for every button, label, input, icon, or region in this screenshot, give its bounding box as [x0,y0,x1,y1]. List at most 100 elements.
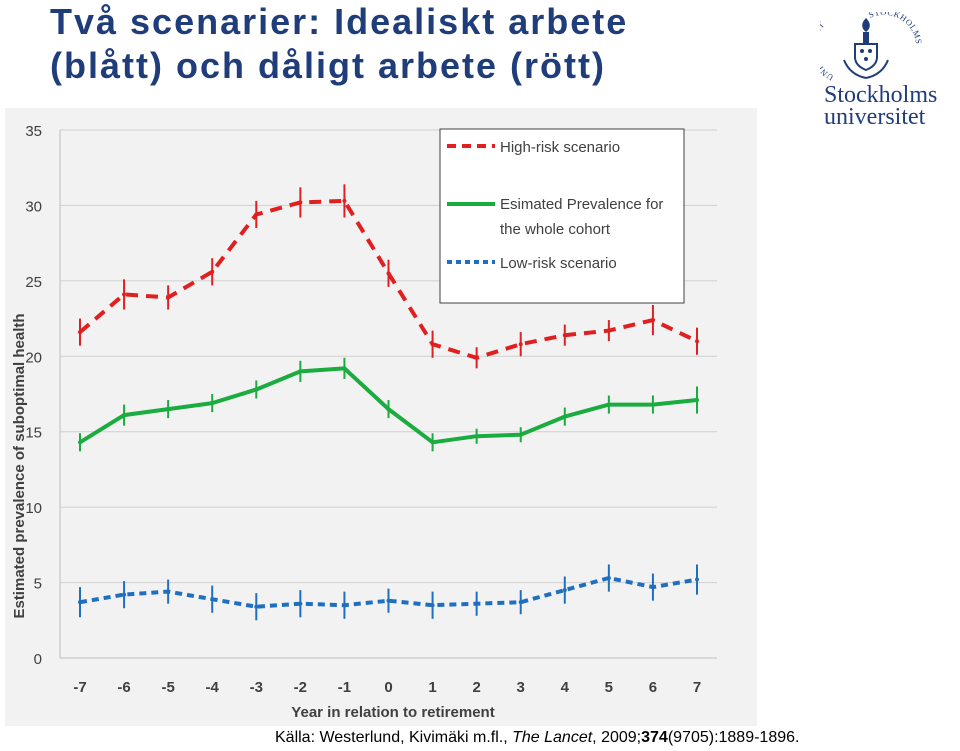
data-point [606,328,611,333]
y-tick-label: 15 [25,425,42,442]
series-2 [78,564,699,621]
data-point [386,598,391,603]
data-point [342,603,347,608]
legend-label-high-risk: High-risk scenario [500,139,620,156]
data-point [298,369,303,374]
y-tick-label: 5 [34,576,42,593]
data-point [166,407,171,412]
y-tick-label: 10 [25,500,42,517]
data-point [474,355,479,360]
svg-text:UNIVERSITET: UNIVERSITET [820,19,835,82]
data-point [254,604,259,609]
source-journal: The Lancet [512,729,593,746]
source-citation: Källa: Westerlund, Kivimäki m.fl., The L… [275,729,799,747]
data-point [122,292,127,297]
x-tick-label: -5 [161,679,174,696]
x-tick-label: -2 [294,679,307,696]
data-point [562,588,567,593]
x-tick-label: -6 [117,679,130,696]
data-point [430,440,435,445]
series-0 [78,184,699,369]
data-point [210,597,215,602]
y-axis-label: Estimated prevalence of suboptimal healt… [11,313,28,618]
data-point [166,295,171,300]
series-1 [78,357,699,452]
data-point [122,592,127,597]
seal-text-left: UNIVERSITET [808,19,835,83]
data-point [695,577,699,582]
data-point [210,401,215,406]
chart-area: 0 5 10 15 20 25 30 35 -7 -6 -5 -4 -3 -2 -1 0 1 2 3 4 5 6 7 Yea… [5,108,757,726]
y-tick-label: 30 [25,198,42,215]
data-point [474,601,479,606]
data-point [474,434,479,439]
y-tick-label: 25 [25,274,42,291]
x-tick-label: 5 [605,679,613,696]
x-tick-label: 0 [384,679,392,696]
data-point [166,589,171,594]
x-tick-label: 3 [517,679,525,696]
y-tick-label: 0 [34,651,42,668]
data-point [518,600,523,605]
legend-label-whole-cohort-line-1: Esimated Prevalence for [500,196,663,213]
source-issue-pages: (9705):1889-1896. [667,729,800,746]
data-point [562,333,567,338]
slide-title: Två scenarier: Idealiskt arbete (blått) … [50,0,810,88]
data-point [562,414,567,419]
data-point [695,398,699,403]
series-line [79,576,698,609]
chart-legend: High-risk scenario Esimated Prevalence f… [439,128,685,304]
data-point [650,318,655,323]
data-point [78,330,82,335]
slide-title-line-1: Två scenarier: Idealiskt arbete [50,1,629,42]
legend-label-low-risk: Low-risk scenario [500,255,617,272]
data-point [122,413,127,418]
y-tick-label: 35 [25,123,42,140]
x-tick-label: -7 [73,679,86,696]
data-point [695,339,699,344]
x-tick-label: -4 [206,679,220,696]
data-point [254,387,259,392]
x-axis-label: Year in relation to retirement [291,704,494,721]
y-tick-label: 20 [25,349,42,366]
data-point [430,342,435,347]
source-volume: 374 [641,729,668,746]
university-seal-icon: UNIVERSITET STOCKHOLMS [808,7,924,83]
x-tick-label: 6 [649,679,657,696]
data-point [78,600,82,605]
data-point [298,200,303,205]
legend-box [439,128,685,304]
data-point [342,198,347,203]
university-wordmark: Stockholms universitet [824,82,938,130]
prevalence-chart: 0 5 10 15 20 25 30 35 -7 -6 -5 -4 -3 -2 -1 0 1 2 3 4 5 6 7 Yea… [11,123,717,721]
data-point [386,407,391,412]
seal-text-right: STOCKHOLMS [867,7,924,45]
svg-text:STOCKHOLMS: STOCKHOLMS [867,12,924,45]
source-year: , 2009; [592,729,642,746]
x-tick-label: 1 [428,679,436,696]
data-point [210,269,215,274]
data-point [650,585,655,590]
university-logo: UNIVERSITET STOCKHOLMS Stockholms univer… [808,7,960,130]
x-tick-label: -1 [338,679,351,696]
data-point [606,402,611,407]
x-tick-label: 4 [561,679,570,696]
data-point [606,576,611,581]
x-tick-label: 2 [472,679,480,696]
data-point [518,342,523,347]
data-point [430,603,435,608]
data-point [650,402,655,407]
x-tick-label: 7 [693,679,701,696]
legend-label-whole-cohort-line-2: the whole cohort [500,221,611,238]
slide-title-line-2: (blått) och dåligt arbete (rött) [50,45,606,86]
source-prefix: Källa: Westerlund, Kivimäki m.fl., [275,729,513,746]
data-point [386,271,391,276]
data-point [298,601,303,606]
x-tick-label: -3 [250,679,263,696]
data-point [342,366,347,371]
logo-line-2: universitet [824,104,926,130]
logo-line-1: Stockholms [824,82,938,108]
data-point [78,440,82,445]
data-point [254,212,259,217]
data-point [518,432,523,437]
